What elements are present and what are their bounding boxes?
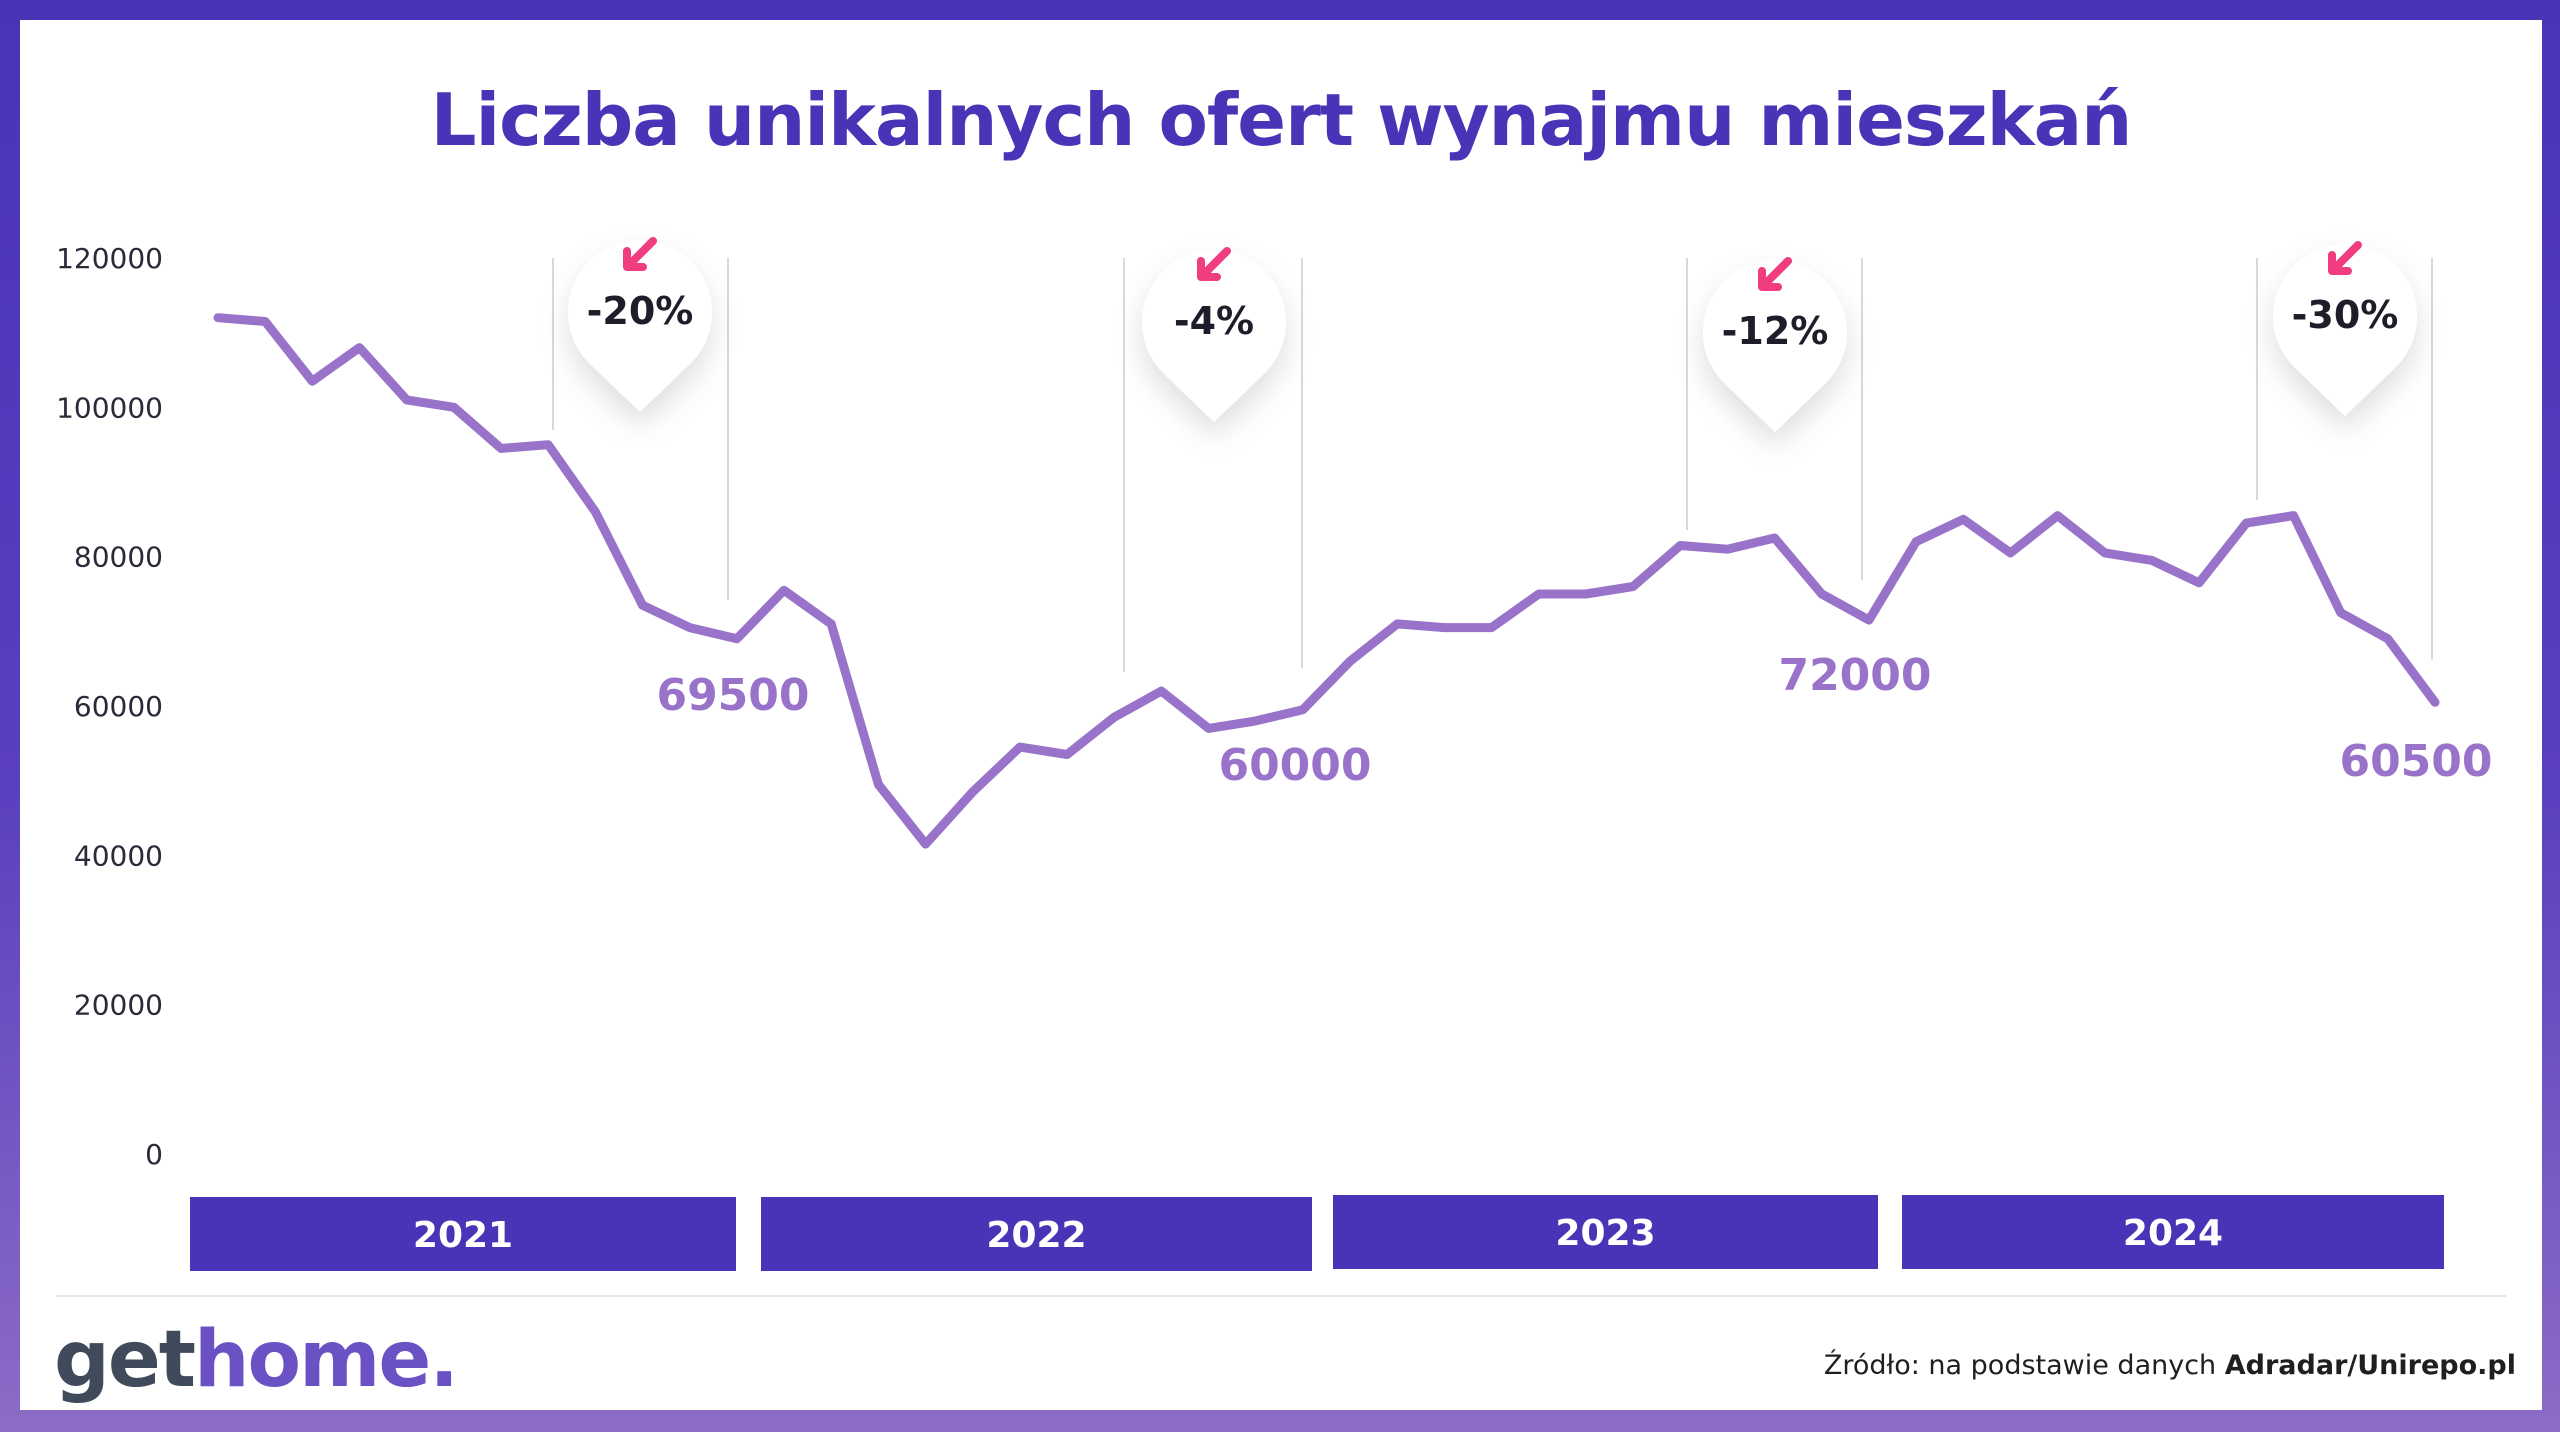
data-point [358, 346, 361, 349]
data-point [830, 622, 833, 625]
data-point [2386, 637, 2389, 640]
data-point [2198, 581, 2201, 584]
badge-pin-shape [1142, 250, 1286, 422]
data-point [594, 510, 597, 513]
data-point [311, 380, 314, 383]
data-point [1632, 585, 1635, 588]
period-value-label: 60000 [1218, 740, 1371, 791]
data-point [735, 637, 738, 640]
year-bar-2023 [1333, 1195, 1878, 1269]
y-tick-label: 80000 [74, 541, 163, 574]
data-point [1867, 619, 1870, 622]
data-point [1113, 716, 1116, 719]
data-point [2292, 514, 2295, 517]
data-point [1584, 593, 1587, 595]
data-point [783, 589, 786, 592]
data-point [1018, 746, 1021, 749]
change-badge-2022: -4% [1142, 247, 1286, 422]
year-bar-2021 [190, 1197, 736, 1271]
data-point [2103, 551, 2106, 554]
data-point [2339, 611, 2342, 614]
data-point [217, 316, 219, 319]
chart-title: Liczba unikalnych ofert wynajmu mieszkań [430, 78, 2133, 162]
source-name: Adradar/Unirepo.pl [2224, 1350, 2516, 1381]
data-point [1301, 708, 1304, 711]
data-point [500, 447, 503, 450]
badge-pin-shape [2273, 244, 2417, 416]
change-badge-2024: -30% [2273, 241, 2417, 416]
footer-divider [56, 1295, 2506, 1297]
year-label-2021: 2021 [413, 1215, 513, 1256]
badge-pin-shape [568, 240, 712, 412]
change-percent-label: -30% [2292, 293, 2399, 337]
data-point [1773, 537, 1776, 539]
change-badge-2021: -20% [568, 237, 712, 412]
data-point [877, 783, 880, 786]
data-point [1726, 548, 1729, 551]
data-point [2150, 559, 2153, 562]
series-line [213, 313, 2440, 849]
logo-part-get: get [54, 1315, 196, 1405]
year-label-2022: 2022 [986, 1215, 1086, 1256]
data-point [2009, 551, 2012, 554]
source-note: Źródło: na podstawie danych Adradar/Unir… [1824, 1350, 2516, 1381]
data-point [688, 626, 691, 629]
data-point [1443, 626, 1446, 629]
data-point [1066, 753, 1069, 756]
y-tick-label: 120000 [56, 242, 163, 275]
y-tick-label: 40000 [74, 839, 163, 872]
badge-pin-shape [1703, 260, 1847, 432]
data-point [547, 443, 550, 446]
gethome-logo: gethome. [54, 1315, 459, 1405]
data-point [1396, 622, 1399, 625]
y-tick-label: 100000 [56, 391, 163, 424]
year-bar-2024 [1902, 1195, 2444, 1269]
change-badge-2023: -12% [1703, 257, 1847, 432]
arrow-down-left-icon [623, 237, 657, 271]
data-point [1962, 518, 1965, 521]
data-point [452, 406, 455, 409]
data-point [405, 398, 408, 401]
data-point [1679, 544, 1682, 547]
data-point [641, 604, 644, 607]
year-bar-2022 [761, 1197, 1312, 1271]
change-percent-label: -4% [1174, 299, 1254, 343]
data-point [1349, 660, 1352, 663]
period-value-label: 72000 [1778, 650, 1931, 701]
change-percent-label: -12% [1722, 309, 1829, 353]
y-tick-label: 60000 [74, 690, 163, 723]
y-tick-label: 0 [145, 1138, 163, 1171]
period-value-label: 60500 [2339, 736, 2492, 787]
data-point [2245, 522, 2248, 525]
data-point [971, 790, 974, 793]
period-value-label: 69500 [656, 670, 809, 721]
change-percent-label: -20% [587, 289, 694, 333]
year-label-2024: 2024 [2123, 1213, 2223, 1254]
data-point [1537, 593, 1540, 595]
y-tick-label: 20000 [74, 989, 163, 1022]
data-point [1915, 540, 1918, 543]
data-point [924, 843, 927, 846]
source-prefix: Źródło: na podstawie danych [1823, 1350, 2225, 1381]
logo-part-home: home. [194, 1315, 459, 1405]
data-point [1820, 593, 1823, 595]
data-point [1254, 719, 1257, 722]
arrow-down-left-icon [1758, 257, 1792, 291]
data-point [264, 320, 267, 323]
data-point [1490, 626, 1493, 629]
data-point [2434, 701, 2436, 704]
arrow-down-left-icon [2328, 241, 2362, 275]
data-point [2056, 514, 2059, 517]
data-point [1207, 727, 1210, 730]
data-point [1160, 690, 1163, 693]
arrow-down-left-icon [1197, 247, 1231, 281]
year-label-2023: 2023 [1555, 1213, 1655, 1254]
